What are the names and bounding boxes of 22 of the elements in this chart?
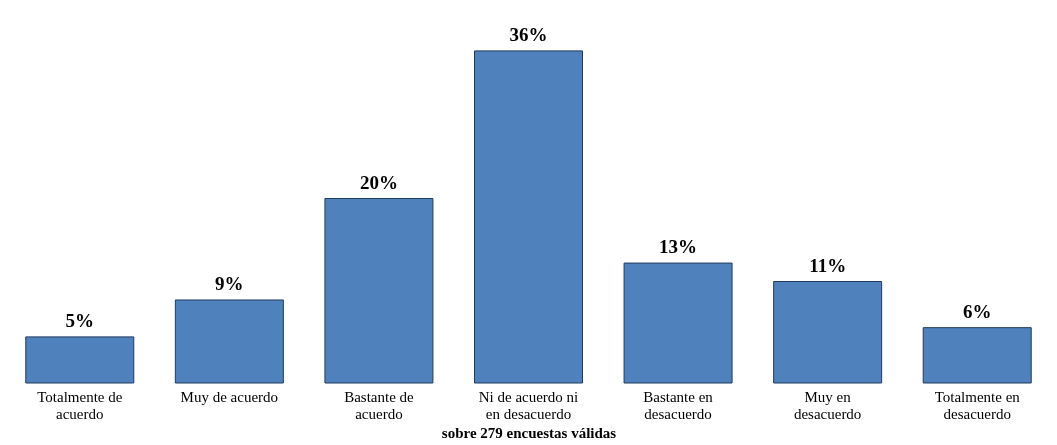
bar xyxy=(324,198,434,384)
x-tick-label: Bastante en desacuerdo xyxy=(643,388,714,422)
data-label: 9% xyxy=(215,272,244,294)
bar xyxy=(174,299,284,384)
bar xyxy=(474,50,583,384)
x-tick-label: Bastante de acuerdo xyxy=(344,388,415,422)
data-label: 5% xyxy=(65,309,95,331)
x-tick-label: Ni de acuerdo ni en desacuerdo xyxy=(478,388,579,422)
bar xyxy=(773,281,883,384)
bar xyxy=(623,262,733,384)
x-tick-label: Muy de acuerdo xyxy=(180,388,279,405)
bar xyxy=(25,336,135,384)
data-label: 13% xyxy=(659,236,698,258)
data-label: 20% xyxy=(359,171,398,193)
x-tick-label: Totalmente en desacuerdo xyxy=(934,388,1021,422)
data-label: 11% xyxy=(809,254,847,276)
x-tick-label: Muy en desacuerdo xyxy=(793,388,862,422)
data-label: 36% xyxy=(509,23,548,45)
x-tick-label: Totalmente de acuerdo xyxy=(37,388,123,422)
bar xyxy=(922,327,1032,384)
x-axis-title: sobre 279 encuestas válidas xyxy=(441,424,617,441)
data-label: 6% xyxy=(962,300,992,322)
